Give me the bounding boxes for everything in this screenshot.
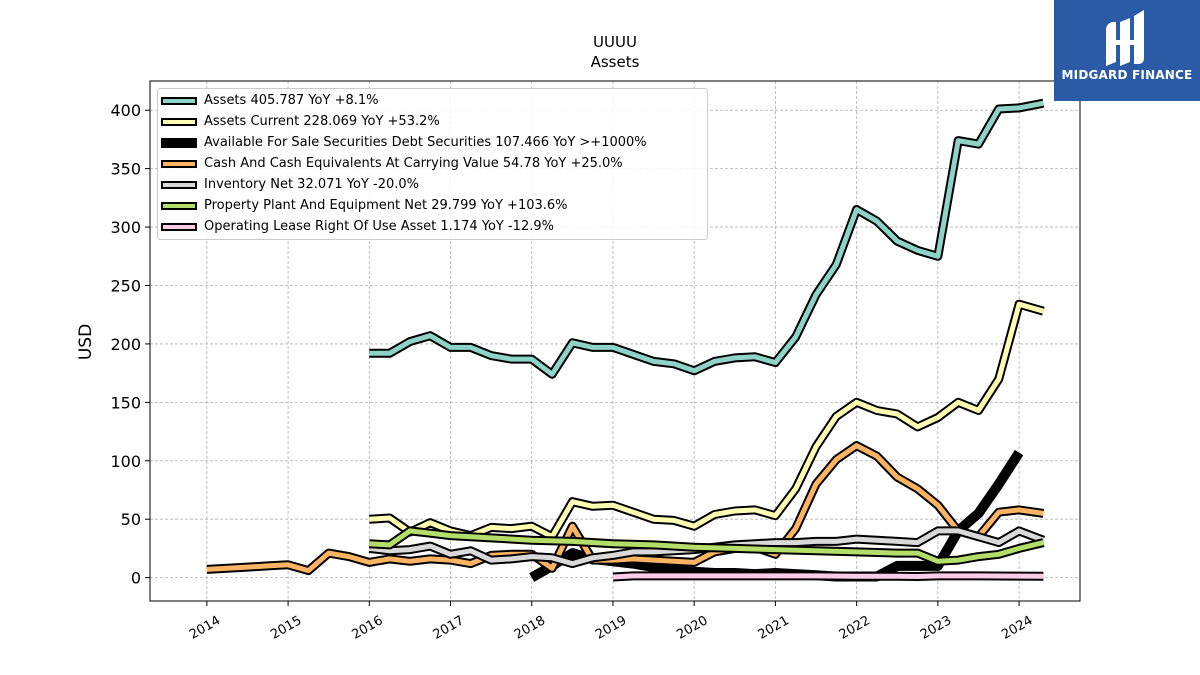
x-tick-label: 2016 [349, 613, 385, 643]
series-1 [369, 98, 1045, 379]
y-tick-label: 250 [110, 276, 141, 295]
series-line [369, 301, 1045, 540]
legend-label: Assets 405.787 YoY +8.1% [204, 93, 379, 108]
plot-frame [149, 80, 1081, 602]
legend-entry: Operating Lease Right Of Use Asset 1.174… [158, 218, 707, 238]
series-layer [206, 98, 1046, 582]
series-6 [369, 526, 1045, 566]
series-line [206, 443, 1044, 574]
legend-swatch [161, 138, 197, 148]
legend-entry: Available For Sale Securities Debt Secur… [158, 134, 707, 154]
y-tick-label: 100 [110, 452, 141, 471]
legend-swatch [161, 223, 197, 231]
x-tick-label: 2018 [512, 613, 548, 643]
y-tick-label: 200 [110, 335, 141, 354]
brand-name: MIDGARD FINANCE [1061, 68, 1193, 82]
legend: Assets 405.787 YoY +8.1% Assets Current 2… [157, 88, 708, 240]
series-outline [369, 299, 1045, 542]
legend-label: Cash And Cash Equivalents At Carrying Va… [204, 156, 623, 171]
legend-label: Operating Lease Right Of Use Asset 1.174… [204, 219, 554, 234]
legend-swatch [161, 97, 197, 105]
x-tick-label: 2019 [593, 613, 629, 643]
y-tick-label: 50 [121, 510, 141, 529]
legend-swatch [161, 202, 197, 210]
x-tick-label: 2015 [268, 613, 304, 643]
x-tick-label: 2014 [187, 613, 223, 643]
y-tick-label: 0 [131, 569, 141, 588]
x-tick-label: 2024 [999, 613, 1035, 643]
legend-swatch [161, 160, 197, 168]
brand-logo-icon [1106, 10, 1144, 66]
series-line [369, 528, 1044, 564]
x-tick-label: 2022 [837, 613, 873, 643]
series-line [369, 100, 1044, 377]
y-axis-label: USD [76, 324, 96, 360]
legend-entry: Property Plant And Equipment Net 29.799 … [158, 197, 707, 217]
y-tick-label: 400 [110, 101, 141, 120]
legend-entry: Inventory Net 32.071 YoY -20.0% [158, 176, 707, 196]
legend-entry: Assets Current 228.069 YoY +53.2% [158, 113, 707, 133]
legend-label: Available For Sale Securities Debt Secur… [204, 135, 647, 150]
x-tick-label: 2017 [431, 613, 467, 643]
x-tick-label: 2021 [756, 613, 792, 643]
legend-swatch [161, 181, 197, 189]
legend-label: Inventory Net 32.071 YoY -20.0% [204, 177, 420, 192]
series-7 [612, 571, 1044, 582]
y-tick-label: 300 [110, 218, 141, 237]
legend-entry: Cash And Cash Equivalents At Carrying Va… [158, 155, 707, 175]
x-tick-label: 2023 [918, 613, 954, 643]
series-4 [206, 441, 1045, 576]
legend-label: Property Plant And Equipment Net 29.799 … [204, 198, 568, 213]
chart-subtitle: Assets [590, 53, 640, 71]
legend-label: Assets Current 228.069 YoY +53.2% [204, 114, 440, 129]
y-tick-label: 350 [110, 160, 141, 179]
chart-title: UUUU [593, 33, 637, 51]
series-line [612, 573, 1044, 580]
x-tick-label: 2020 [674, 613, 710, 643]
legend-swatch [161, 118, 197, 126]
series-2 [369, 299, 1045, 542]
legend-entry: Assets 405.787 YoY +8.1% [158, 92, 707, 112]
brand-logo: MIDGARD FINANCE [1054, 0, 1200, 101]
y-tick-label: 150 [110, 393, 141, 412]
